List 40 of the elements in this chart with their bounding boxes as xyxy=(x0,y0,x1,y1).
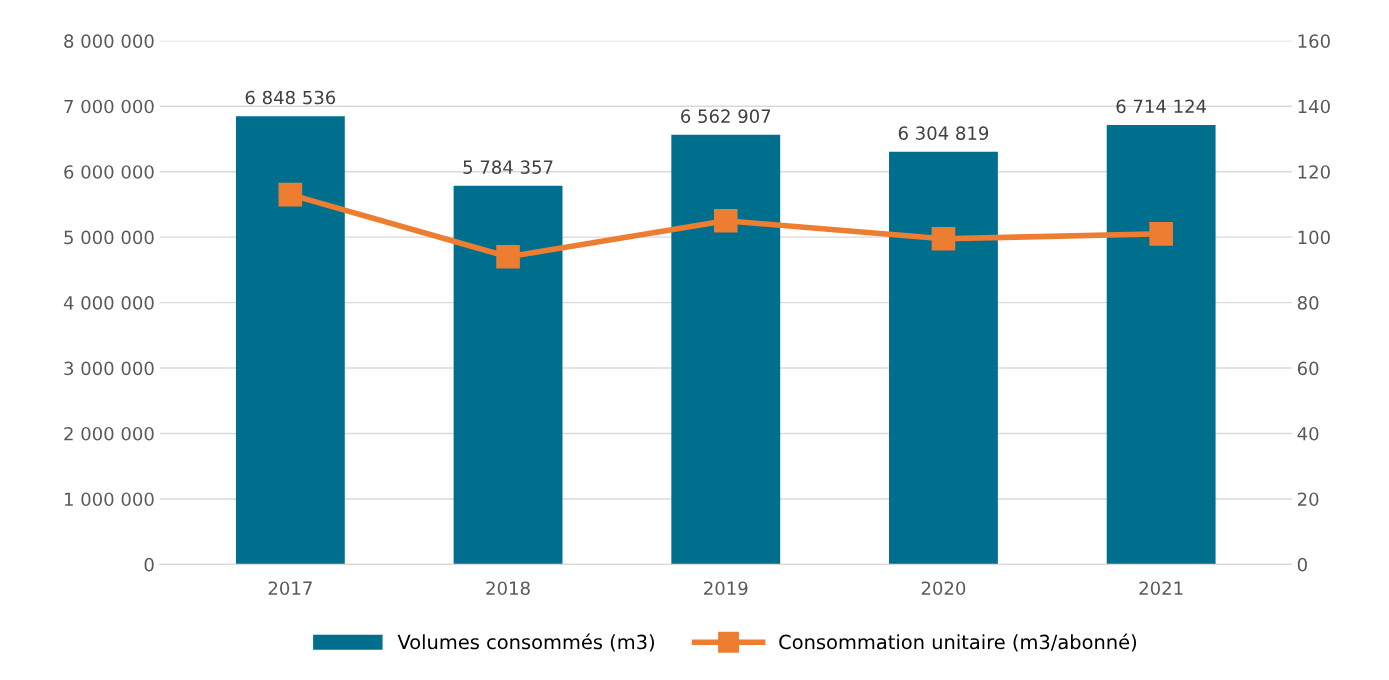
y2-tick-label: 60 xyxy=(1297,361,1319,376)
x-tick-label: 2020 xyxy=(921,581,966,596)
data-label: 6 714 124 xyxy=(1116,99,1207,114)
x-tick-label: 2018 xyxy=(486,581,530,596)
data-label: 5 784 357 xyxy=(463,160,553,174)
y-tick-label: 2 000 000 xyxy=(64,426,154,441)
y-tick-label: 0 xyxy=(144,557,154,572)
bar xyxy=(671,134,781,565)
y2-tick-label: 120 xyxy=(1298,165,1330,179)
y2-tick-label: 40 xyxy=(1297,426,1319,441)
point xyxy=(931,226,956,251)
y2-tick-label: 20 xyxy=(1297,492,1319,507)
x-tick-label: 2021 xyxy=(1139,581,1183,596)
y-tick-label: 1 000 000 xyxy=(64,492,154,507)
point xyxy=(496,244,520,269)
y-tick-label: 4 000 000 xyxy=(63,296,154,310)
bar xyxy=(1106,124,1216,565)
data-label: 6 562 907 xyxy=(681,109,771,124)
point xyxy=(713,208,738,233)
y-tick-label: 5 000 000 xyxy=(64,230,154,245)
x-tick-label: 2019 xyxy=(704,581,748,596)
y2-tick-label: 160 xyxy=(1298,34,1330,48)
y-tick-label: 3 000 000 xyxy=(64,361,154,376)
y2-tick-label: 100 xyxy=(1298,230,1330,245)
y2-tick-label: 80 xyxy=(1297,296,1319,310)
legend-label: Consommation unitaire (m3/abonné) xyxy=(779,633,1137,652)
y2-tick-label: 140 xyxy=(1298,99,1330,114)
y-tick-label: 6 000 000 xyxy=(64,165,154,179)
legend-label: Volumes consommés (m3) xyxy=(397,633,654,652)
y-tick-label: 7 000 000 xyxy=(64,99,154,114)
data-label: 6 304 819 xyxy=(898,126,989,140)
bar xyxy=(889,151,998,565)
y-tick-label: 8 000 000 xyxy=(64,34,154,48)
bar xyxy=(235,116,345,565)
x-tick-label: 2017 xyxy=(268,581,312,596)
data-label: 6 848 536 xyxy=(245,90,336,105)
point xyxy=(1149,222,1173,246)
y2-tick-label: 0 xyxy=(1297,557,1307,572)
point xyxy=(278,182,303,207)
bar xyxy=(453,185,563,565)
